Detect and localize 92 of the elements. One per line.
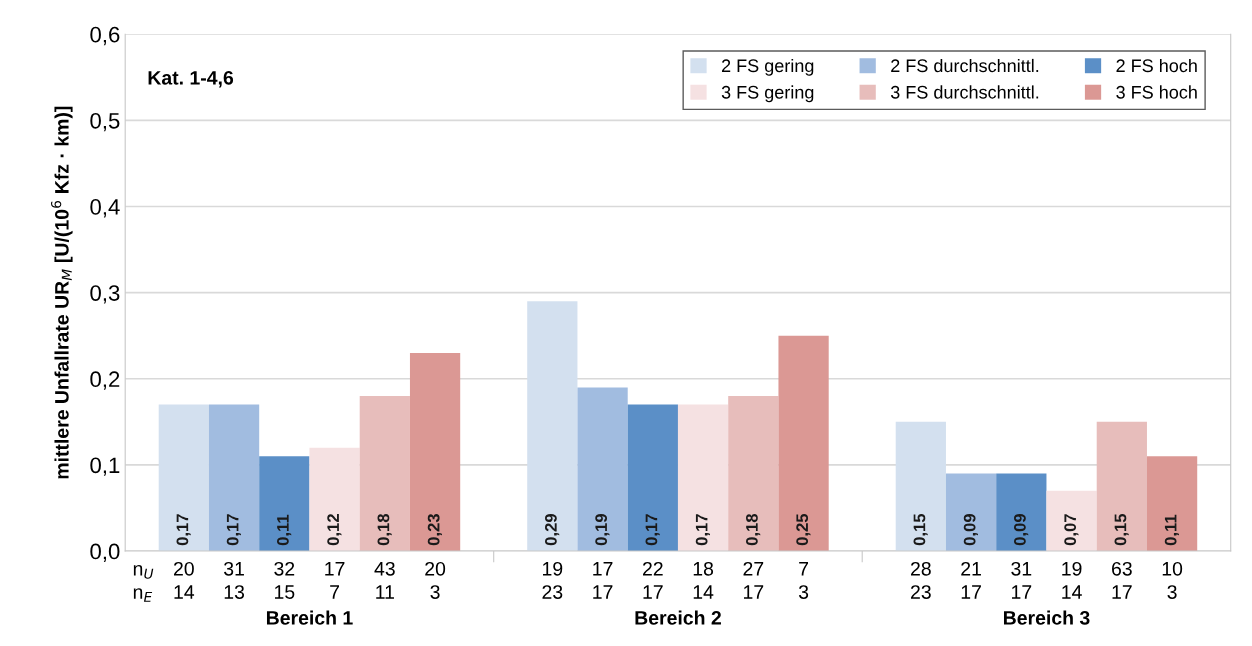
data-label: 0,12 xyxy=(327,514,342,546)
data-label: 0,09 xyxy=(963,514,978,546)
text: 19 xyxy=(543,561,563,576)
text: 18 xyxy=(693,561,714,576)
text: 28 xyxy=(911,561,931,576)
bar xyxy=(208,404,260,552)
data-label: 0,11 xyxy=(1164,514,1179,546)
data-label: 0,09 xyxy=(1014,514,1029,546)
x-tick-label: Bereich 1 xyxy=(266,610,353,625)
text: 3 xyxy=(1167,585,1177,599)
legend-label: 3 FS durchschnittl. xyxy=(890,85,1039,99)
y-tick-label: 0,5 xyxy=(90,112,120,132)
legend-label: 3 FS gering xyxy=(721,85,814,103)
bar xyxy=(409,352,461,552)
bar xyxy=(158,404,209,552)
data-label: 0,18 xyxy=(746,513,761,546)
text: 7 xyxy=(799,562,809,576)
text: 27 xyxy=(743,561,764,576)
data-label: 0,29 xyxy=(545,514,560,546)
text: 23 xyxy=(542,585,563,599)
text: 3 xyxy=(430,585,440,599)
text: 17 xyxy=(1112,585,1132,599)
data-label: 0,11 xyxy=(277,514,292,546)
text: 14 xyxy=(693,585,714,599)
legend-label: 2 FS durchschnittl. xyxy=(891,58,1039,73)
text: 14 xyxy=(1062,585,1082,599)
y-tick-label: 0,3 xyxy=(90,285,120,304)
y-axis-title: mittlere Unfallrate UR$_{M}$ [U/(10$^{6}$ Kfz · km)] xyxy=(51,106,73,479)
x-tick-label: Bereich 3 xyxy=(1003,610,1090,625)
data-label: 0,15 xyxy=(913,513,928,546)
text: 17 xyxy=(744,585,764,599)
text: 14 xyxy=(174,585,195,599)
text: 3 xyxy=(798,585,809,599)
bar xyxy=(577,387,628,552)
text: 20 xyxy=(425,561,446,576)
x-tick-label: Bereich 2 xyxy=(635,610,721,625)
bar xyxy=(1146,456,1198,552)
data-label: 0,18 xyxy=(377,513,392,546)
y-tick-label: 0,1 xyxy=(90,457,120,476)
text: 32 xyxy=(274,561,295,576)
text: 19 xyxy=(1062,561,1082,576)
text: 17 xyxy=(593,585,613,599)
legend-label: 2 FS gering xyxy=(721,58,814,76)
text: 13 xyxy=(224,585,245,599)
data-label: 0,17 xyxy=(176,514,191,546)
text: 11 xyxy=(376,585,394,599)
data-label: 0,17 xyxy=(695,514,710,546)
legend-label: 2 FS hoch xyxy=(1116,58,1197,73)
bar xyxy=(1046,490,1097,552)
text: 15 xyxy=(275,585,295,599)
text: 17 xyxy=(325,562,345,576)
data-label: 0,15 xyxy=(1114,513,1129,546)
data-label: 0,17 xyxy=(645,514,660,546)
bar xyxy=(309,447,360,552)
y-tick-label: 0,0 xyxy=(90,543,120,562)
text: 43 xyxy=(374,561,395,576)
text: 63 xyxy=(1112,561,1132,576)
bar xyxy=(527,301,578,552)
text: 10 xyxy=(1162,561,1183,576)
bar xyxy=(1096,421,1147,552)
bar xyxy=(627,404,678,552)
text: 17 xyxy=(643,585,663,599)
data-label: 0,23 xyxy=(427,514,442,546)
bar xyxy=(728,396,779,552)
data-label: 0,25 xyxy=(796,513,811,546)
text: 22 xyxy=(643,561,663,576)
bar xyxy=(895,421,946,552)
bar xyxy=(778,335,829,552)
bar xyxy=(359,396,410,552)
annotation: Kat. 1-4,6 xyxy=(148,70,234,88)
y-tick-label: 0,4 xyxy=(90,199,120,218)
text: n$_{E}$ xyxy=(133,588,153,602)
data-label: 0,17 xyxy=(226,514,241,546)
y-tick-label: 0,2 xyxy=(90,371,120,390)
text: 20 xyxy=(173,561,194,576)
text: n$_{U}$ xyxy=(133,564,154,579)
data-label: 0,19 xyxy=(595,514,610,546)
y-tick-label: 0,6 xyxy=(90,26,120,46)
data-label: 0,07 xyxy=(1064,514,1079,546)
bar xyxy=(259,456,310,552)
text: 7 xyxy=(330,585,340,599)
bar xyxy=(945,473,997,552)
text: 23 xyxy=(911,585,931,599)
text: 21 xyxy=(961,561,981,576)
text: 17 xyxy=(1012,585,1032,599)
bar xyxy=(677,404,729,552)
text: 31 xyxy=(224,561,244,576)
bar xyxy=(996,473,1047,552)
text: 31 xyxy=(1011,561,1032,576)
text: 17 xyxy=(961,585,981,599)
legend-label: 3 FS hoch xyxy=(1116,85,1197,99)
text: 17 xyxy=(593,562,613,576)
